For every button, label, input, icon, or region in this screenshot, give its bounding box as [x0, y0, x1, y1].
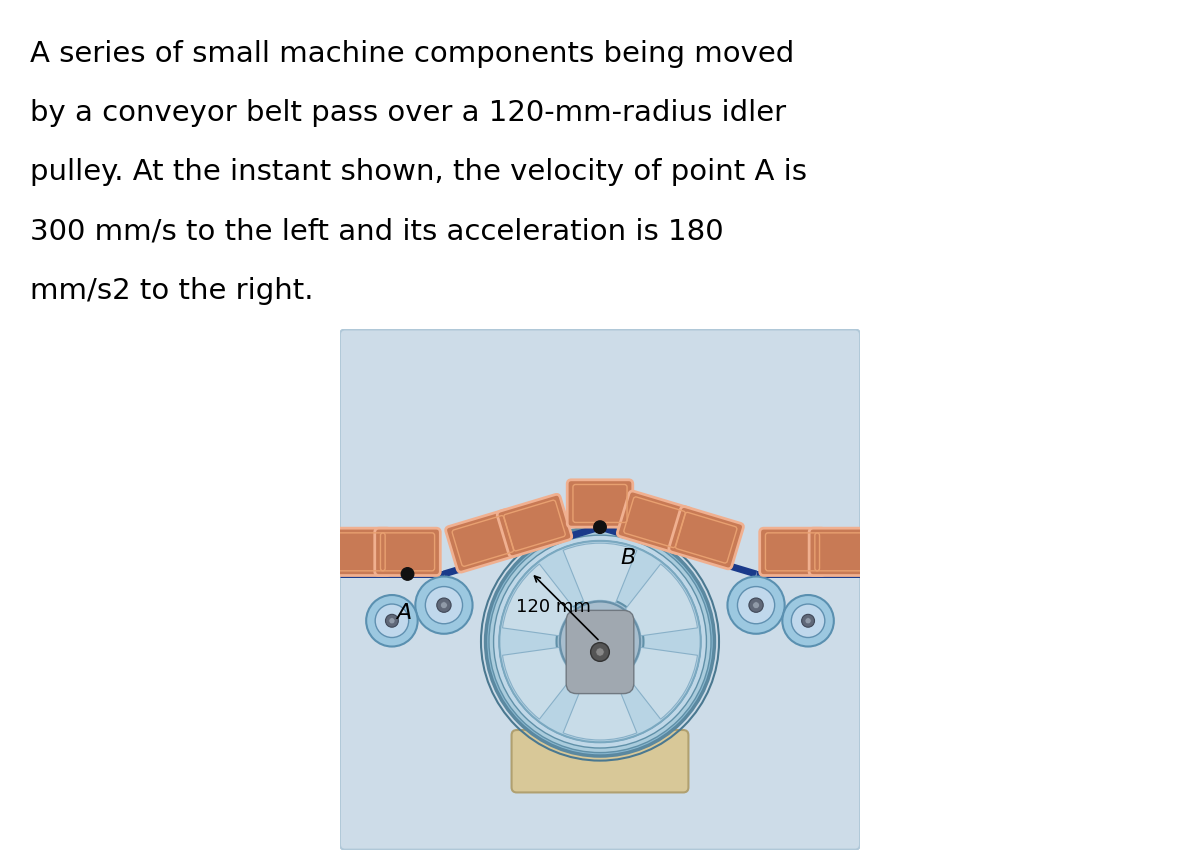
Text: 300 mm/s to the left and its acceleration is 180: 300 mm/s to the left and its acceleratio… [30, 218, 724, 245]
Circle shape [782, 595, 834, 647]
Circle shape [437, 598, 451, 612]
FancyBboxPatch shape [568, 479, 632, 527]
FancyBboxPatch shape [445, 510, 521, 572]
Wedge shape [563, 680, 637, 740]
Wedge shape [505, 649, 563, 689]
Circle shape [596, 648, 604, 656]
Wedge shape [568, 682, 600, 738]
Wedge shape [503, 648, 575, 719]
Wedge shape [637, 594, 695, 634]
Wedge shape [503, 564, 575, 636]
Wedge shape [517, 568, 572, 620]
Circle shape [493, 535, 707, 748]
FancyBboxPatch shape [809, 528, 875, 576]
Circle shape [440, 602, 448, 609]
Circle shape [805, 617, 811, 624]
FancyBboxPatch shape [340, 329, 860, 850]
FancyBboxPatch shape [566, 610, 634, 694]
Text: A: A [396, 603, 410, 623]
FancyBboxPatch shape [760, 528, 826, 576]
Text: B: B [620, 548, 636, 568]
FancyBboxPatch shape [497, 494, 571, 557]
Wedge shape [625, 564, 697, 636]
Wedge shape [563, 543, 637, 603]
Wedge shape [600, 545, 632, 601]
FancyBboxPatch shape [325, 528, 391, 576]
Text: A series of small machine components being moved: A series of small machine components bei… [30, 40, 794, 68]
Wedge shape [625, 648, 697, 719]
Text: 120 mm: 120 mm [516, 597, 590, 616]
Circle shape [727, 577, 785, 634]
Circle shape [488, 531, 712, 753]
Circle shape [590, 642, 610, 662]
Circle shape [791, 604, 824, 637]
Circle shape [499, 541, 701, 742]
Circle shape [738, 587, 775, 623]
Circle shape [594, 521, 606, 533]
Wedge shape [628, 663, 683, 715]
Text: by a conveyor belt pass over a 120-mm-radius idler: by a conveyor belt pass over a 120-mm-ra… [30, 99, 786, 127]
Circle shape [366, 595, 418, 647]
Text: pulley. At the instant shown, the velocity of point A is: pulley. At the instant shown, the veloci… [30, 158, 808, 186]
Circle shape [557, 598, 643, 685]
Circle shape [385, 615, 398, 627]
Circle shape [376, 604, 409, 637]
FancyBboxPatch shape [617, 491, 692, 553]
Circle shape [499, 541, 701, 742]
Circle shape [560, 602, 640, 681]
Circle shape [425, 587, 462, 623]
Circle shape [389, 617, 395, 624]
FancyBboxPatch shape [668, 506, 743, 569]
FancyBboxPatch shape [511, 730, 689, 792]
FancyBboxPatch shape [374, 528, 440, 576]
Circle shape [752, 602, 760, 609]
Circle shape [401, 568, 414, 580]
Circle shape [802, 615, 815, 627]
Circle shape [486, 527, 714, 756]
Circle shape [415, 577, 473, 634]
Circle shape [749, 598, 763, 612]
Text: mm/s2 to the right.: mm/s2 to the right. [30, 277, 313, 304]
